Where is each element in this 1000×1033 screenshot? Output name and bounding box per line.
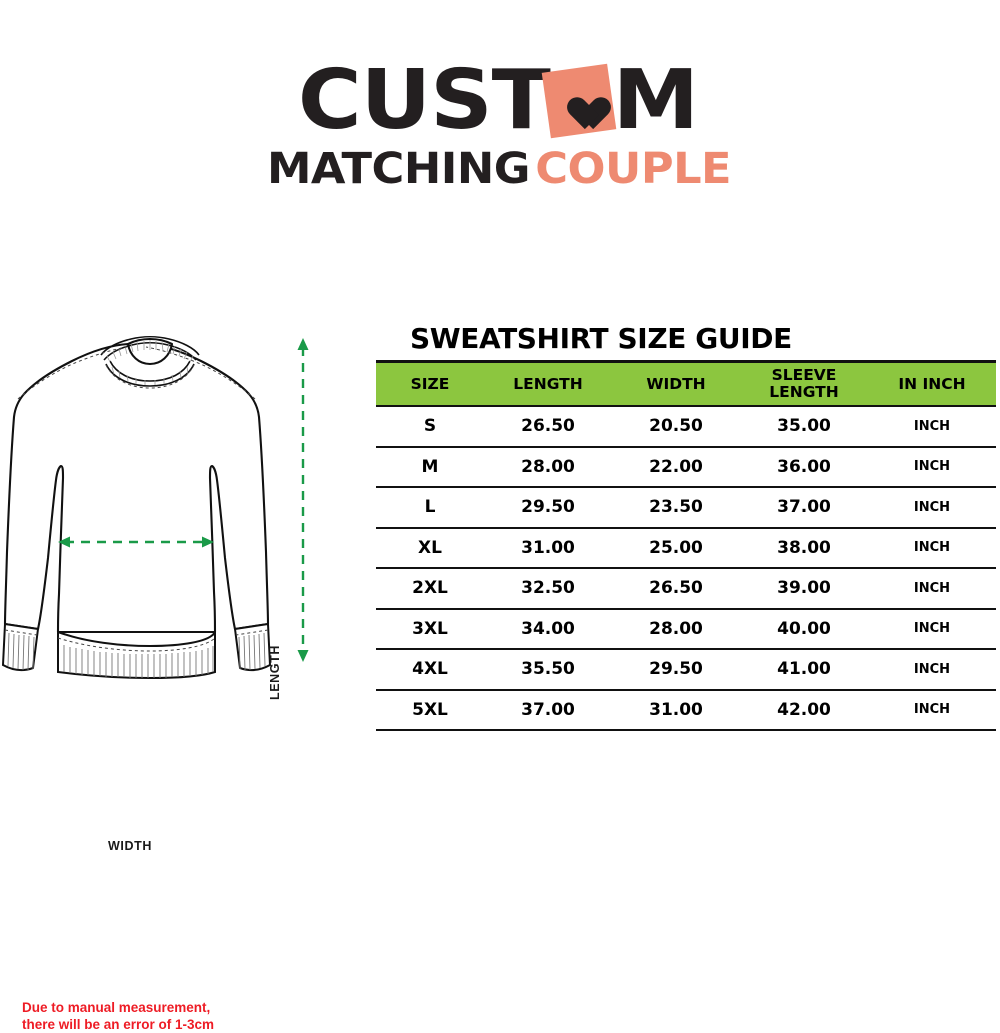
logo-text-cust: CUST [297, 53, 551, 148]
sleeve-head-line2: LENGTH [769, 383, 839, 401]
sleeve-length-cell: 42.00 [740, 689, 868, 731]
length-cell: 35.50 [484, 649, 612, 691]
measurement-disclaimer: Due to manual measurement, there will be… [22, 1000, 215, 1032]
size-cell: 5XL [376, 689, 484, 731]
logo-secondary-line: MATCHING COUPLE [0, 146, 1000, 192]
size-cell: 4XL [376, 649, 484, 691]
length-cell: 34.00 [484, 608, 612, 650]
length-arrow [297, 338, 309, 662]
width-cell: 25.00 [612, 527, 740, 569]
unit-cell: INCH [868, 406, 996, 448]
length-cell: 32.50 [484, 568, 612, 610]
table-row: 4XL 35.50 29.50 41.00 INCH [376, 649, 996, 691]
sleeve-length-cell: 40.00 [740, 608, 868, 650]
unit-cell: INCH [868, 446, 996, 488]
length-cell: 29.50 [484, 487, 612, 529]
size-guide-panel: SWEATSHIRT SIZE GUIDE SIZE LENGTH WIDTH … [376, 320, 996, 731]
table-row: XL 31.00 25.00 38.00 INCH [376, 527, 996, 569]
size-cell: XL [376, 527, 484, 569]
width-cell: 28.00 [612, 608, 740, 650]
length-measure-label: LENGTH [268, 645, 282, 700]
sweatshirt-illustration [1, 335, 309, 679]
table-header-row: SIZE LENGTH WIDTH SLEEVE LENGTH IN INCH [376, 360, 996, 407]
table-row: L 29.50 23.50 37.00 INCH [376, 487, 996, 529]
size-cell: M [376, 446, 484, 488]
size-guide-title: SWEATSHIRT SIZE GUIDE [410, 322, 792, 355]
heart-in-square-icon [541, 63, 616, 139]
table-row: 3XL 34.00 28.00 40.00 INCH [376, 608, 996, 650]
length-cell: 37.00 [484, 689, 612, 731]
sleeve-length-cell: 38.00 [740, 527, 868, 569]
sleeve-length-cell: 41.00 [740, 649, 868, 691]
col-header-length: LENGTH [484, 360, 612, 407]
sleeve-length-cell: 37.00 [740, 487, 868, 529]
width-measure-label: WIDTH [108, 839, 152, 853]
col-header-width: WIDTH [612, 360, 740, 407]
sleeve-length-cell: 35.00 [740, 406, 868, 448]
logo-text-m: M [612, 53, 699, 148]
unit-cell: INCH [868, 487, 996, 529]
sweatshirt-measurement-diagram: WIDTH LENGTH Due to manual measurement, … [0, 320, 330, 1032]
logo-text-couple: COUPLE [535, 144, 732, 194]
col-header-in-inch: IN INCH [868, 360, 996, 407]
unit-cell: INCH [868, 649, 996, 691]
width-cell: 26.50 [612, 568, 740, 610]
sleeve-length-cell: 39.00 [740, 568, 868, 610]
unit-cell: INCH [868, 527, 996, 569]
logo-primary-line: CUST M [0, 53, 1000, 148]
width-cell: 20.50 [612, 406, 740, 448]
width-cell: 29.50 [612, 649, 740, 691]
brand-logo: CUST M MATCHING COUPLE [0, 53, 1000, 193]
table-row: 5XL 37.00 31.00 42.00 INCH [376, 689, 996, 731]
sleeve-length-cell: 36.00 [740, 446, 868, 488]
size-cell: L [376, 487, 484, 529]
size-chart-header: SIZE LENGTH WIDTH SLEEVE LENGTH IN INCH [376, 360, 996, 407]
col-header-sleeve-length: SLEEVE LENGTH [740, 360, 868, 407]
width-cell: 31.00 [612, 689, 740, 731]
width-arrow [58, 536, 214, 548]
size-cell: 2XL [376, 568, 484, 610]
size-cell: 3XL [376, 608, 484, 650]
logo-text-matching: MATCHING [267, 144, 531, 194]
table-row: M 28.00 22.00 36.00 INCH [376, 446, 996, 488]
sleeve-head-line1: SLEEVE [771, 366, 837, 384]
table-row: S 26.50 20.50 35.00 INCH [376, 406, 996, 448]
table-row: 2XL 32.50 26.50 39.00 INCH [376, 568, 996, 610]
length-cell: 26.50 [484, 406, 612, 448]
length-cell: 31.00 [484, 527, 612, 569]
unit-cell: INCH [868, 689, 996, 731]
width-cell: 22.00 [612, 446, 740, 488]
length-cell: 28.00 [484, 446, 612, 488]
unit-cell: INCH [868, 568, 996, 610]
unit-cell: INCH [868, 608, 996, 650]
col-header-size: SIZE [376, 360, 484, 407]
size-cell: S [376, 406, 484, 448]
width-cell: 23.50 [612, 487, 740, 529]
heart-shape [560, 84, 598, 118]
size-chart-table: SIZE LENGTH WIDTH SLEEVE LENGTH IN INCH … [376, 360, 996, 731]
size-chart-body: S 26.50 20.50 35.00 INCH M 28.00 22.00 36.00 INCH… [376, 406, 996, 731]
